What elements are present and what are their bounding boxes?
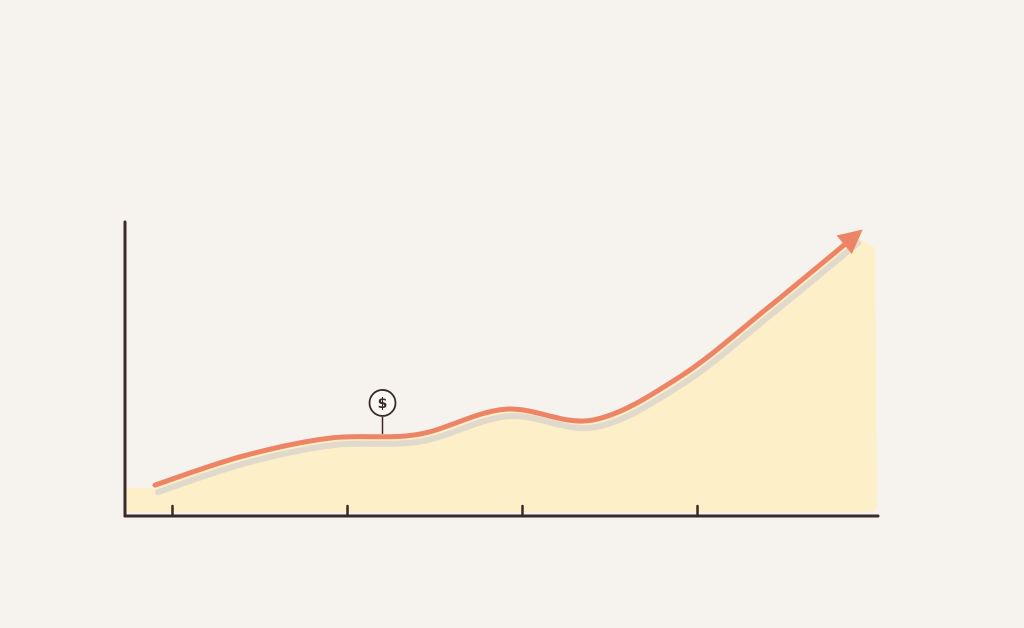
area-fill	[127, 235, 877, 512]
coin-symbol: $	[378, 396, 388, 412]
series-line	[152, 233, 858, 488]
series-line-shadow	[155, 239, 861, 496]
coin-circle	[368, 389, 397, 417]
dollar-coin-icon: $	[368, 389, 397, 434]
trend-arrow-icon	[836, 229, 863, 255]
